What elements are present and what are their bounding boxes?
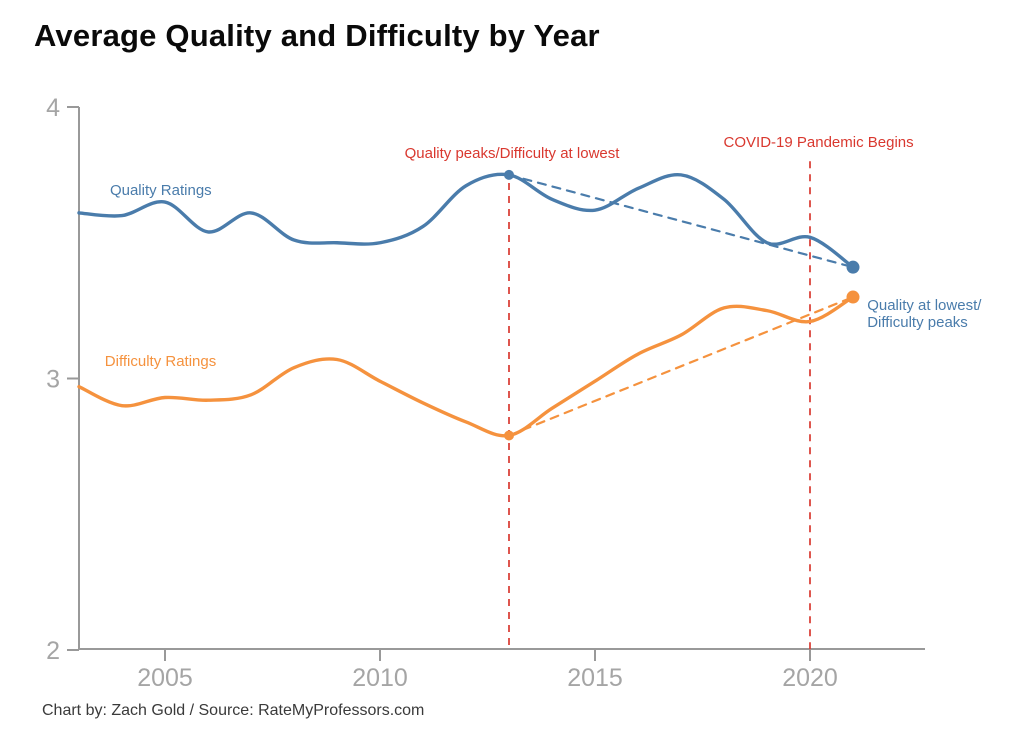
quality-trend-line [507,173,855,269]
quality-peak-annotation: Quality peaks/Difficulty at lowest [405,145,621,162]
event-lines [508,161,811,650]
difficulty-ratings-line [77,295,855,438]
chart-title: Average Quality and Difficulty by Year [34,18,600,53]
difficulty-ratings-label: Difficulty Ratings [105,353,216,370]
quality-ratings-line [77,172,855,269]
quality-lowest-annotation: Quality at lowest/ [867,297,982,314]
x-tick-label-2020: 2020 [782,664,838,692]
x-tick-label-2015: 2015 [567,664,623,692]
quality-2021-point [846,260,860,274]
difficulty-2013-point [504,430,514,441]
trend-lines [507,173,855,437]
x-tick-label-2005: 2005 [137,664,193,692]
difficulty-trend-line [507,295,855,437]
y-tick-label-2: 2 [46,637,60,665]
quality-ratings-label: Quality Ratings [110,182,212,199]
quality-lowest-annotation-line2: Difficulty peaks [867,314,968,331]
annotations: Quality Ratings Difficulty Ratings Quality… [105,134,982,370]
covid-annotation: COVID-19 Pandemic Begins [724,134,914,151]
quality-2013-point [504,169,514,180]
x-tick-label-2010: 2010 [352,664,408,692]
difficulty-2021-point [846,290,860,304]
caption: Chart by: Zach Gold / Source: RateMyProf… [42,702,425,719]
axes: 4 3 2 2005 2010 2015 2020 [46,94,925,692]
markers [504,169,860,441]
series-lines [77,172,855,438]
y-tick-label-4: 4 [46,94,60,122]
y-tick-label-3: 3 [46,366,60,394]
